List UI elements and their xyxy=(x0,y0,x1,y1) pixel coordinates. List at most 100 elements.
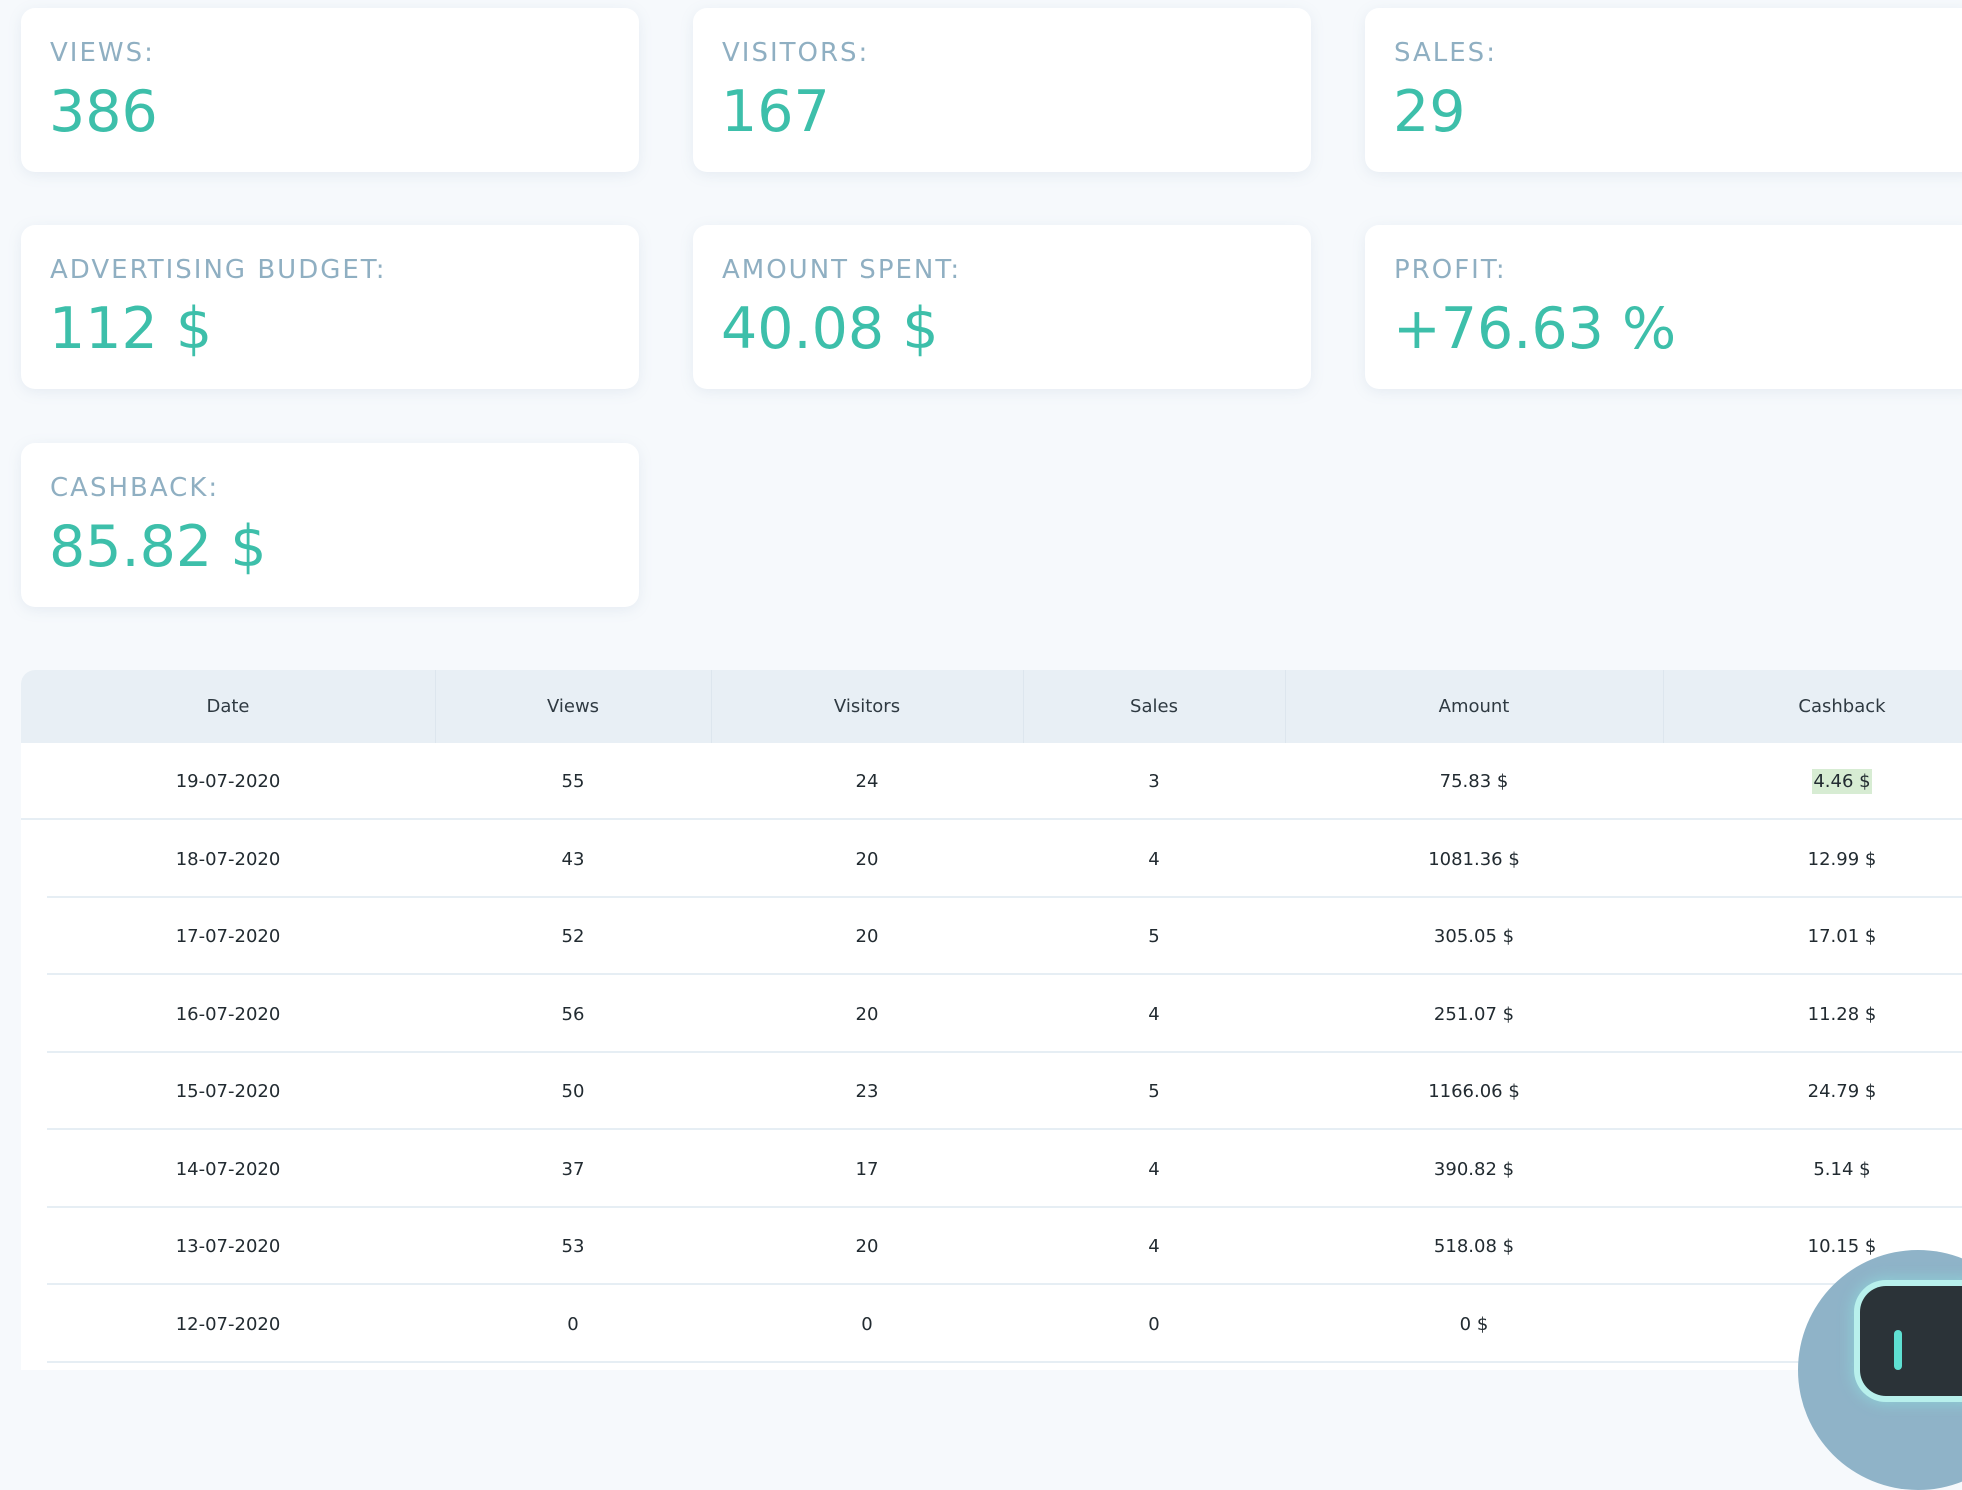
cell-date-text: 17-07-2020 xyxy=(175,926,281,947)
column-header-sales[interactable]: Sales xyxy=(1130,696,1178,717)
chat-bubble-icon[interactable] xyxy=(1860,1286,1962,1396)
row-divider xyxy=(47,1205,1962,1208)
cell-date-text: 12-07-2020 xyxy=(175,1313,281,1335)
stat-card-advertising-budget: ADVERTISING BUDGET: 112 $ xyxy=(21,225,639,389)
stat-card-amount-spent: AMOUNT SPENT: 40.08 $ xyxy=(693,225,1311,389)
column-divider xyxy=(1285,670,1286,743)
cell-amount: 1081.36 $ xyxy=(1285,821,1663,898)
table-row[interactable]: 13-07-2020 53 20 4 518.08 $ 10.15 $ xyxy=(21,1208,1962,1285)
cell-views: 52 xyxy=(435,898,711,975)
cell-cashback-text: 12.99 $ xyxy=(1807,848,1877,870)
cell-sales: 5 xyxy=(1023,1053,1285,1130)
table-row[interactable]: 16-07-2020 56 20 4 251.07 $ 11.28 $ xyxy=(21,976,1962,1053)
stats-table: Date Views Visitors Sales Amount Cashbac… xyxy=(21,670,1962,1370)
cell-views-text: 37 xyxy=(561,1158,585,1180)
cell-cashback-text: 10.15 $ xyxy=(1807,1236,1877,1257)
cell-views-text: 55 xyxy=(561,771,585,792)
cell-amount-text: 518.08 $ xyxy=(1433,1236,1515,1257)
cell-amount-text: 251.07 $ xyxy=(1433,1003,1515,1025)
cell-sales: 3 xyxy=(1023,743,1285,820)
stat-label: PROFIT: xyxy=(1394,255,1507,285)
cell-date: 17-07-2020 xyxy=(21,898,435,975)
cell-views: 56 xyxy=(435,976,711,1053)
column-header-date[interactable]: Date xyxy=(206,696,250,717)
cell-visitors: 20 xyxy=(711,821,1023,898)
stat-label: AMOUNT SPENT: xyxy=(722,255,962,285)
cell-date-text: 14-07-2020 xyxy=(175,1158,281,1180)
cell-amount: 390.82 $ xyxy=(1285,1131,1663,1208)
cell-amount-text: 0 $ xyxy=(1459,1313,1489,1335)
stat-value: 29 xyxy=(1393,79,1466,145)
stat-label: ADVERTISING BUDGET: xyxy=(50,255,387,285)
cell-cashback: 24.79 $ xyxy=(1663,1053,1962,1130)
cell-date-text: 15-07-2020 xyxy=(175,1081,281,1102)
stat-label: SALES: xyxy=(1394,38,1497,68)
stat-card-visitors: VISITORS: 167 xyxy=(693,8,1311,172)
stat-value: 85.82 $ xyxy=(49,514,267,580)
cell-visitors: 17 xyxy=(711,1131,1023,1208)
row-divider xyxy=(47,1128,1962,1130)
cell-sales: 4 xyxy=(1023,1131,1285,1208)
cell-visitors-text: 0 xyxy=(861,1313,873,1335)
row-divider xyxy=(21,818,1962,820)
cell-sales-text: 4 xyxy=(1148,848,1160,870)
cell-date-text: 13-07-2020 xyxy=(175,1236,281,1257)
cell-cashback-text: 5.14 $ xyxy=(1813,1158,1871,1180)
cell-cashback: 11.28 $ xyxy=(1663,976,1962,1053)
column-divider xyxy=(435,670,436,743)
table-row[interactable]: 12-07-2020 0 0 0 0 $ xyxy=(21,1286,1962,1363)
cell-date: 18-07-2020 xyxy=(21,821,435,898)
cell-sales-text: 5 xyxy=(1148,1081,1160,1102)
table-row[interactable]: 15-07-2020 50 23 5 1166.06 $ 24.79 $ xyxy=(21,1053,1962,1130)
cell-date: 15-07-2020 xyxy=(21,1053,435,1130)
cell-date: 16-07-2020 xyxy=(21,976,435,1053)
stat-label: VIEWS: xyxy=(50,38,155,68)
cell-cashback-text: 11.28 $ xyxy=(1807,1003,1877,1025)
column-divider xyxy=(711,670,712,743)
cell-visitors-text: 20 xyxy=(855,1236,879,1257)
cell-sales-text: 4 xyxy=(1148,1003,1160,1025)
cell-amount: 75.83 $ xyxy=(1285,743,1663,820)
stat-value: 112 $ xyxy=(49,296,213,362)
cell-date-text: 19-07-2020 xyxy=(175,771,281,792)
cell-cashback-text: 4.46 $ xyxy=(1812,769,1872,794)
cell-sales-text: 5 xyxy=(1148,926,1160,947)
cell-views: 50 xyxy=(435,1053,711,1130)
cell-sales-text: 3 xyxy=(1148,771,1160,792)
cell-views-text: 53 xyxy=(561,1236,585,1257)
cell-views-text: 56 xyxy=(561,1003,585,1025)
row-divider xyxy=(47,1050,1962,1053)
cell-sales-text: 0 xyxy=(1148,1313,1160,1335)
table-row[interactable]: 19-07-2020 55 24 3 75.83 $ 4.46 $ xyxy=(21,743,1962,820)
cell-date: 12-07-2020 xyxy=(21,1286,435,1363)
cell-sales: 4 xyxy=(1023,976,1285,1053)
column-header-cashback[interactable]: Cashback xyxy=(1798,696,1886,717)
cell-sales-text: 4 xyxy=(1148,1158,1160,1180)
stat-card-sales: SALES: 29 xyxy=(1365,8,1962,172)
cell-views: 0 xyxy=(435,1286,711,1363)
column-header-visitors[interactable]: Visitors xyxy=(833,696,901,717)
table-row[interactable]: 18-07-2020 43 20 4 1081.36 $ 12.99 $ xyxy=(21,821,1962,898)
column-header-views[interactable]: Views xyxy=(546,696,600,717)
table-row[interactable]: 14-07-2020 37 17 4 390.82 $ 5.14 $ xyxy=(21,1131,1962,1208)
cell-amount: 1166.06 $ xyxy=(1285,1053,1663,1130)
cell-date-text: 16-07-2020 xyxy=(175,1003,281,1025)
cell-visitors-text: 20 xyxy=(855,1003,879,1025)
cell-amount-text: 1081.36 $ xyxy=(1428,848,1520,870)
stat-card-profit: PROFIT: +76.63 % xyxy=(1365,225,1962,389)
column-divider xyxy=(1663,670,1664,743)
cell-amount-text: 390.82 $ xyxy=(1433,1158,1515,1180)
stat-value: 167 xyxy=(721,79,830,145)
cell-amount: 0 $ xyxy=(1285,1286,1663,1363)
cell-amount: 305.05 $ xyxy=(1285,898,1663,975)
cell-cashback: 17.01 $ xyxy=(1663,898,1962,975)
cell-date: 13-07-2020 xyxy=(21,1208,435,1285)
stat-card-views: VIEWS: 386 xyxy=(21,8,639,172)
table-row[interactable]: 17-07-2020 52 20 5 305.05 $ 17.01 $ xyxy=(21,898,1962,975)
cell-views-text: 52 xyxy=(561,926,585,947)
stat-value: 386 xyxy=(49,79,158,145)
cell-visitors: 0 xyxy=(711,1286,1023,1363)
cell-sales: 4 xyxy=(1023,821,1285,898)
column-header-amount[interactable]: Amount xyxy=(1438,696,1510,717)
stat-value: +76.63 % xyxy=(1393,296,1677,362)
